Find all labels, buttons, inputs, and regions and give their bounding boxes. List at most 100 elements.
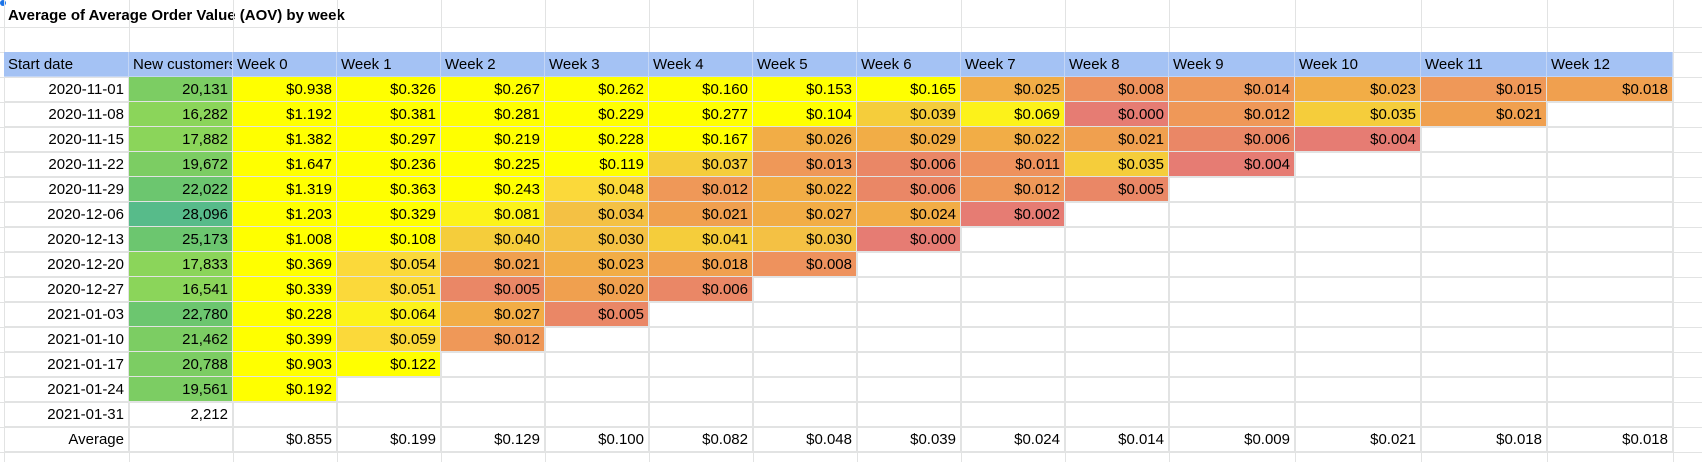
aov-cell[interactable]: $0.369 [233, 252, 337, 277]
aov-cell[interactable] [1169, 402, 1295, 427]
aov-cell[interactable]: $0.037 [649, 152, 753, 177]
average-value-cell[interactable]: $0.021 [1295, 427, 1421, 452]
aov-cell[interactable] [753, 327, 857, 352]
aov-cell[interactable]: $0.012 [441, 327, 545, 352]
aov-cell[interactable] [961, 377, 1065, 402]
aov-cell[interactable] [1421, 127, 1547, 152]
aov-cell[interactable]: $0.020 [545, 277, 649, 302]
average-value-cell[interactable]: $0.855 [233, 427, 337, 452]
aov-cell[interactable]: $0.219 [441, 127, 545, 152]
aov-cell[interactable] [649, 402, 753, 427]
aov-cell[interactable]: $1.319 [233, 177, 337, 202]
column-header[interactable]: Start date [4, 52, 129, 77]
aov-cell[interactable]: $0.381 [337, 102, 441, 127]
aov-cell[interactable]: $0.012 [1169, 102, 1295, 127]
new-customers-cell[interactable]: 25,173 [129, 227, 233, 252]
average-value-cell[interactable]: $0.199 [337, 427, 441, 452]
aov-cell[interactable]: $0.059 [337, 327, 441, 352]
row-start-date[interactable]: 2021-01-17 [4, 352, 129, 377]
aov-cell[interactable]: $0.005 [1065, 177, 1169, 202]
aov-cell[interactable] [1547, 102, 1673, 127]
aov-cell[interactable]: $1.647 [233, 152, 337, 177]
aov-cell[interactable] [961, 327, 1065, 352]
aov-cell[interactable] [1065, 302, 1169, 327]
aov-cell[interactable]: $0.229 [545, 102, 649, 127]
aov-cell[interactable] [1065, 202, 1169, 227]
aov-cell[interactable]: $0.399 [233, 327, 337, 352]
aov-cell[interactable] [1547, 277, 1673, 302]
aov-cell[interactable]: $0.005 [441, 277, 545, 302]
column-header[interactable]: Week 10 [1295, 52, 1421, 77]
aov-cell[interactable]: $0.329 [337, 202, 441, 227]
aov-cell[interactable]: $0.048 [545, 177, 649, 202]
average-value-cell[interactable]: $0.009 [1169, 427, 1295, 452]
aov-cell[interactable] [1295, 277, 1421, 302]
aov-cell[interactable] [1547, 127, 1673, 152]
aov-cell[interactable] [1547, 327, 1673, 352]
aov-cell[interactable] [1295, 152, 1421, 177]
aov-cell[interactable]: $0.006 [1169, 127, 1295, 152]
row-start-date[interactable]: 2020-12-06 [4, 202, 129, 227]
aov-cell[interactable]: $0.192 [233, 377, 337, 402]
average-value-cell[interactable]: $0.048 [753, 427, 857, 452]
aov-cell[interactable] [1295, 352, 1421, 377]
column-header[interactable]: Week 1 [337, 52, 441, 77]
aov-cell[interactable] [1295, 327, 1421, 352]
aov-cell[interactable]: $0.008 [753, 252, 857, 277]
aov-cell[interactable] [1421, 327, 1547, 352]
aov-cell[interactable] [1065, 252, 1169, 277]
aov-cell[interactable] [545, 402, 649, 427]
aov-cell[interactable]: $0.026 [753, 127, 857, 152]
aov-cell[interactable] [753, 352, 857, 377]
aov-cell[interactable] [961, 227, 1065, 252]
aov-cell[interactable]: $0.122 [337, 352, 441, 377]
row-start-date[interactable]: 2020-11-29 [4, 177, 129, 202]
aov-cell[interactable]: $0.023 [1295, 77, 1421, 102]
aov-cell[interactable]: $0.004 [1295, 127, 1421, 152]
aov-cell[interactable]: $0.013 [753, 152, 857, 177]
aov-cell[interactable] [1065, 377, 1169, 402]
aov-cell[interactable]: $0.021 [1421, 102, 1547, 127]
aov-cell[interactable] [961, 402, 1065, 427]
row-start-date[interactable]: 2021-01-31 [4, 402, 129, 427]
aov-cell[interactable]: $0.018 [1547, 77, 1673, 102]
aov-cell[interactable] [649, 377, 753, 402]
aov-cell[interactable] [1169, 302, 1295, 327]
aov-cell[interactable] [1547, 302, 1673, 327]
aov-cell[interactable] [961, 277, 1065, 302]
average-label[interactable]: Average [4, 427, 129, 452]
aov-cell[interactable]: $0.051 [337, 277, 441, 302]
aov-cell[interactable] [1169, 227, 1295, 252]
row-start-date[interactable]: 2021-01-10 [4, 327, 129, 352]
column-header[interactable]: Week 5 [753, 52, 857, 77]
aov-cell[interactable] [1421, 227, 1547, 252]
aov-cell[interactable]: $0.297 [337, 127, 441, 152]
aov-cell[interactable]: $0.006 [857, 152, 961, 177]
aov-cell[interactable]: $0.004 [1169, 152, 1295, 177]
column-header[interactable]: Week 9 [1169, 52, 1295, 77]
aov-cell[interactable] [545, 352, 649, 377]
new-customers-cell[interactable]: 20,131 [129, 77, 233, 102]
new-customers-cell[interactable]: 17,833 [129, 252, 233, 277]
row-start-date[interactable]: 2020-12-27 [4, 277, 129, 302]
aov-cell[interactable] [1547, 377, 1673, 402]
aov-cell[interactable] [857, 352, 961, 377]
aov-cell[interactable] [441, 377, 545, 402]
aov-cell[interactable] [1295, 302, 1421, 327]
aov-cell[interactable] [1065, 352, 1169, 377]
new-customers-cell[interactable]: 17,882 [129, 127, 233, 152]
column-header[interactable]: Week 0 [233, 52, 337, 77]
new-customers-cell[interactable]: 21,462 [129, 327, 233, 352]
aov-cell[interactable] [1547, 352, 1673, 377]
average-value-cell[interactable]: $0.018 [1547, 427, 1673, 452]
average-value-cell[interactable]: $0.024 [961, 427, 1065, 452]
aov-cell[interactable] [441, 352, 545, 377]
aov-cell[interactable]: $0.339 [233, 277, 337, 302]
aov-cell[interactable] [857, 402, 961, 427]
aov-cell[interactable] [1547, 152, 1673, 177]
aov-cell[interactable]: $0.041 [649, 227, 753, 252]
aov-cell[interactable]: $0.034 [545, 202, 649, 227]
aov-cell[interactable]: $0.039 [857, 102, 961, 127]
aov-cell[interactable] [1547, 402, 1673, 427]
